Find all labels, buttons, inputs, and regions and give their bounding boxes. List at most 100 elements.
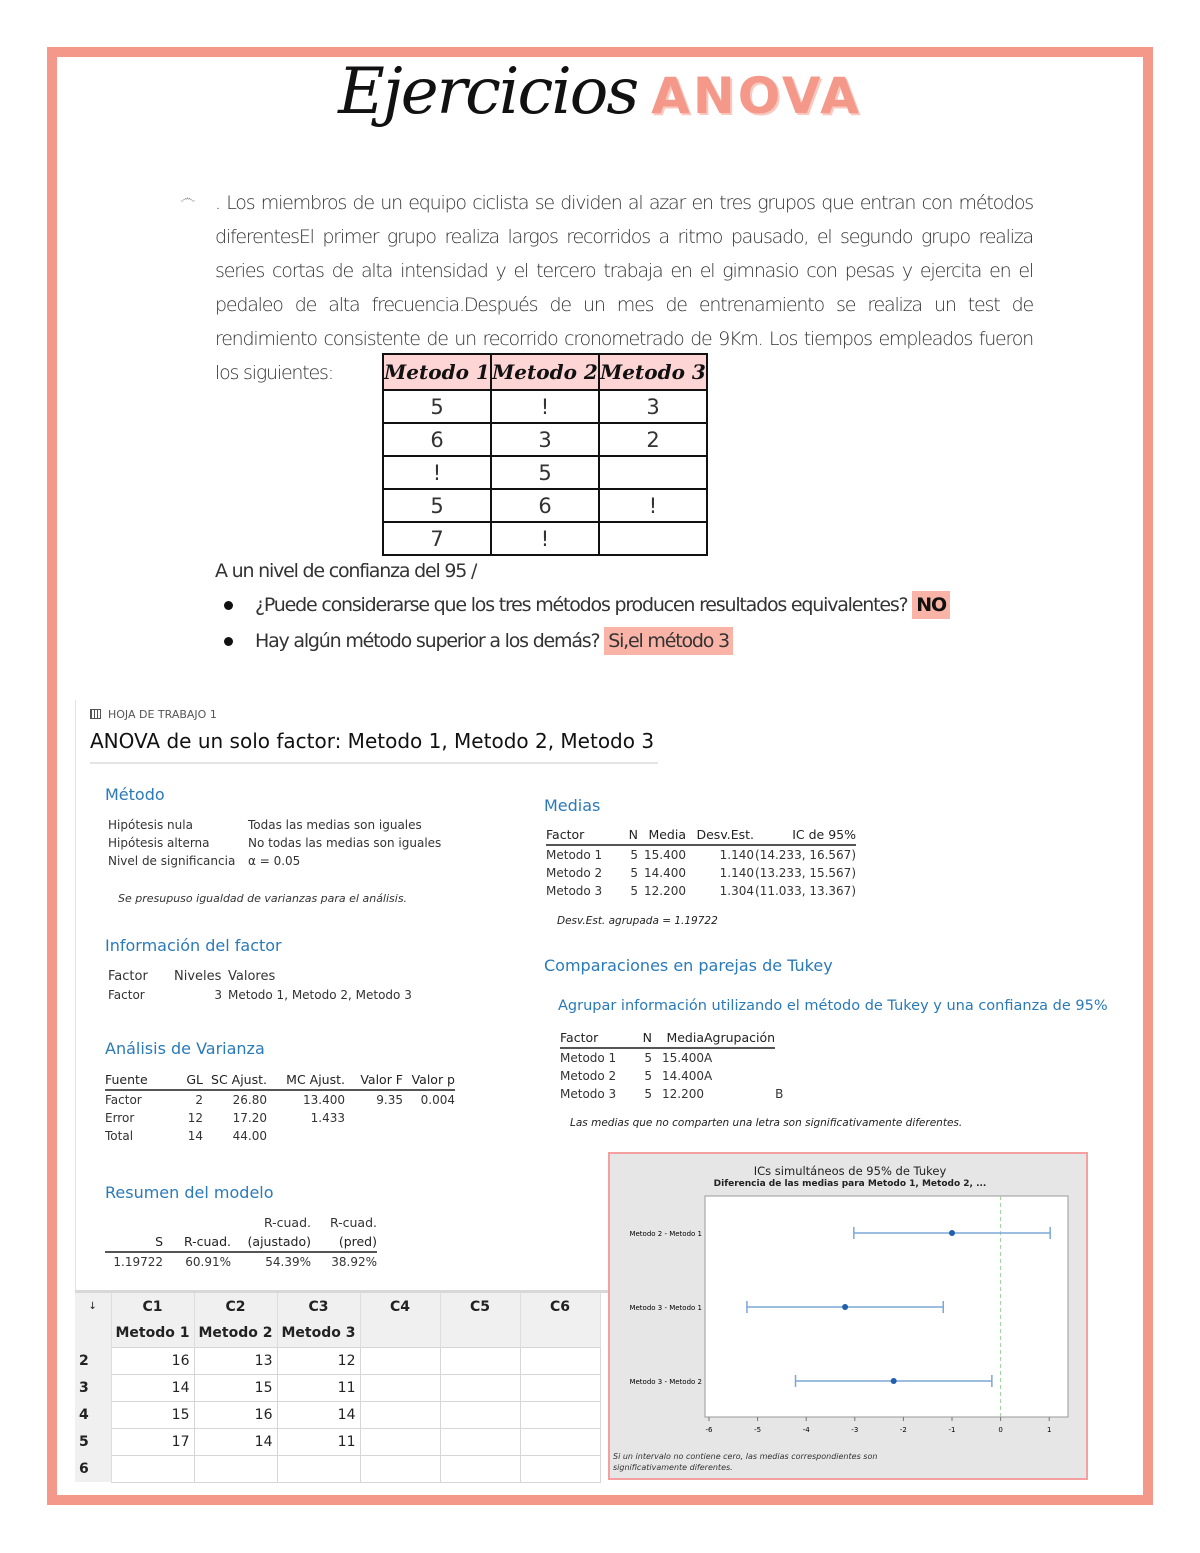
metodo-table: Hipótesis nula Todas las medias son igual… — [108, 816, 441, 870]
table-cell — [775, 1048, 783, 1067]
cell: 38.92% — [331, 1255, 377, 1269]
worksheet-cell[interactable]: 14 — [276, 1400, 361, 1429]
table-cell: 0.004 — [420, 1093, 455, 1107]
column-name[interactable] — [360, 1320, 441, 1347]
model-table: R-cuad. R-cuad. S R-cuad. (ajustado) (pred) … — [105, 1213, 377, 1271]
row-number[interactable]: 3 — [75, 1374, 112, 1401]
table-cell: 14 — [187, 1129, 203, 1143]
confidence-intro: A un nivel de confianza del 95 / — [215, 560, 477, 582]
worksheet-cell[interactable]: 16 — [110, 1346, 195, 1375]
worksheet-cell[interactable] — [519, 1400, 601, 1429]
column-name[interactable]: Metodo 2 — [194, 1320, 278, 1347]
col-header: MC Ajust. — [267, 1070, 345, 1091]
table-row: Metodo 3 5 12.200 1.304 (11.033, 13.367) — [546, 882, 856, 900]
worksheet-cell[interactable]: 15 — [110, 1400, 195, 1429]
worksheet-cell[interactable] — [439, 1427, 521, 1456]
cell: Metodo 1, Metodo 2, Metodo 3 — [228, 988, 412, 1002]
column-id[interactable]: C4 — [360, 1293, 441, 1320]
table-cell — [704, 1085, 775, 1103]
worksheet-cell[interactable]: 14 — [110, 1373, 195, 1402]
table-cell: 5 — [490, 455, 600, 490]
bullet-icon — [224, 601, 233, 610]
worksheet-cell[interactable] — [439, 1346, 521, 1375]
chart-subtitle: Diferencia de las medias para Metodo 1, … — [713, 1179, 987, 1189]
table-cell: B — [775, 1087, 784, 1101]
header-row: Factor N Media Desv.Est. IC de 95% — [546, 825, 856, 846]
worksheet-cell[interactable] — [439, 1373, 521, 1402]
table-cell: 15.400 — [644, 848, 686, 862]
worksheet-cell[interactable] — [359, 1400, 441, 1429]
worksheet-cell[interactable] — [519, 1346, 601, 1375]
cell: (pred) — [311, 1232, 377, 1253]
column-name[interactable] — [440, 1320, 521, 1347]
table-cell: 44.00 — [232, 1129, 267, 1143]
worksheet-cell[interactable]: 15 — [193, 1373, 278, 1402]
cell: Factor — [108, 969, 148, 984]
worksheet-row: 2 16 13 12 — [75, 1346, 601, 1375]
worksheet-cell[interactable] — [519, 1427, 601, 1456]
table-cell: 13.400 — [303, 1093, 345, 1107]
worksheet-cell[interactable]: 14 — [193, 1427, 278, 1456]
mean-difference-point — [842, 1304, 849, 1310]
table-cell: 14.400 — [644, 866, 686, 880]
row-number[interactable]: 2 — [75, 1347, 112, 1374]
worksheet-cell[interactable]: 11 — [276, 1373, 361, 1402]
worksheet-cell[interactable] — [439, 1400, 521, 1429]
worksheet-cell[interactable]: 16 — [193, 1400, 278, 1429]
table-cell: ! — [382, 455, 492, 490]
worksheet-cell[interactable] — [193, 1454, 278, 1483]
section-anova: Análisis de Varianza — [105, 1039, 265, 1058]
column-name[interactable]: Metodo 1 — [111, 1320, 195, 1347]
title-script: Ejercicios — [338, 55, 639, 129]
column-name-row: Metodo 1 Metodo 2 Metodo 3 — [75, 1320, 601, 1347]
cell: R-cuad. — [163, 1232, 231, 1253]
x-tick-label: -3 — [851, 1426, 858, 1434]
section-model: Resumen del modelo — [105, 1183, 274, 1202]
table-cell: Metodo 2 — [560, 1069, 617, 1083]
table-row: Total 14 44.00 — [105, 1127, 455, 1145]
column-id[interactable]: C6 — [520, 1293, 601, 1320]
column-id[interactable]: C3 — [277, 1293, 361, 1320]
table-row: Factor 2 26.80 13.400 9.35 0.004 — [105, 1090, 455, 1109]
worksheet-cell[interactable]: 12 — [276, 1346, 361, 1375]
worksheet-cell[interactable] — [519, 1454, 601, 1483]
worksheet-cell[interactable] — [359, 1346, 441, 1375]
col-header: Valor p — [403, 1070, 455, 1091]
row-number[interactable]: 5 — [75, 1428, 112, 1455]
worksheet-cell[interactable]: 13 — [193, 1346, 278, 1375]
column-name[interactable]: Metodo 3 — [277, 1320, 361, 1347]
worksheet-grid[interactable]: ↓ C1 C2 C3 C4 C5 C6 Metodo 1 Metodo 2 Metodo 3 2 16… — [75, 1290, 608, 1483]
col-header: Metodo 1 — [382, 353, 492, 391]
worksheet-cell[interactable] — [359, 1454, 441, 1483]
column-id[interactable]: C2 — [194, 1293, 278, 1320]
cell: Hipótesis alterna — [108, 836, 210, 850]
worksheet-cell[interactable] — [359, 1427, 441, 1456]
worksheet-cell[interactable] — [110, 1454, 195, 1483]
col-header: Metodo 2 — [490, 353, 600, 391]
worksheet-row: 3 14 15 11 — [75, 1373, 601, 1402]
worksheet-cell[interactable]: 11 — [276, 1427, 361, 1456]
question-2: Hay algún método superior a los demás? S… — [224, 627, 733, 655]
cell: Todas las medias son iguales — [248, 818, 422, 832]
sort-arrow-icon[interactable]: ↓ — [75, 1293, 112, 1320]
column-id[interactable]: C1 — [111, 1293, 195, 1320]
cell: Factor — [108, 988, 145, 1002]
row-number[interactable]: 4 — [75, 1401, 112, 1428]
factor-info-table: Factor Niveles Valores Factor 3 Metodo 1, Me… — [108, 967, 412, 1004]
chart-footnote: Si un intervalo no contiene cero, las me… — [613, 1452, 878, 1472]
worksheet-cell[interactable] — [439, 1454, 521, 1483]
worksheet-cell[interactable]: 17 — [110, 1427, 195, 1456]
table-row: Metodo 1 5 15.400 1.140 (14.233, 16.567) — [546, 845, 856, 864]
question-1: ¿Puede considerarse que los tres métodos… — [224, 591, 950, 619]
column-id[interactable]: C5 — [440, 1293, 521, 1320]
table-cell: 5 — [644, 1069, 652, 1083]
table-cell: 1.304 — [719, 884, 754, 898]
column-name[interactable] — [520, 1320, 601, 1347]
worksheet-cell[interactable] — [359, 1373, 441, 1402]
table-cell: 5 — [644, 1051, 652, 1065]
worksheet-cell[interactable] — [519, 1373, 601, 1402]
anova-table: Fuente GL SC Ajust. MC Ajust. Valor F Valor p… — [105, 1070, 455, 1145]
row-number[interactable]: 6 — [75, 1455, 112, 1482]
col-header: SC Ajust. — [203, 1070, 267, 1091]
worksheet-cell[interactable] — [276, 1454, 361, 1483]
